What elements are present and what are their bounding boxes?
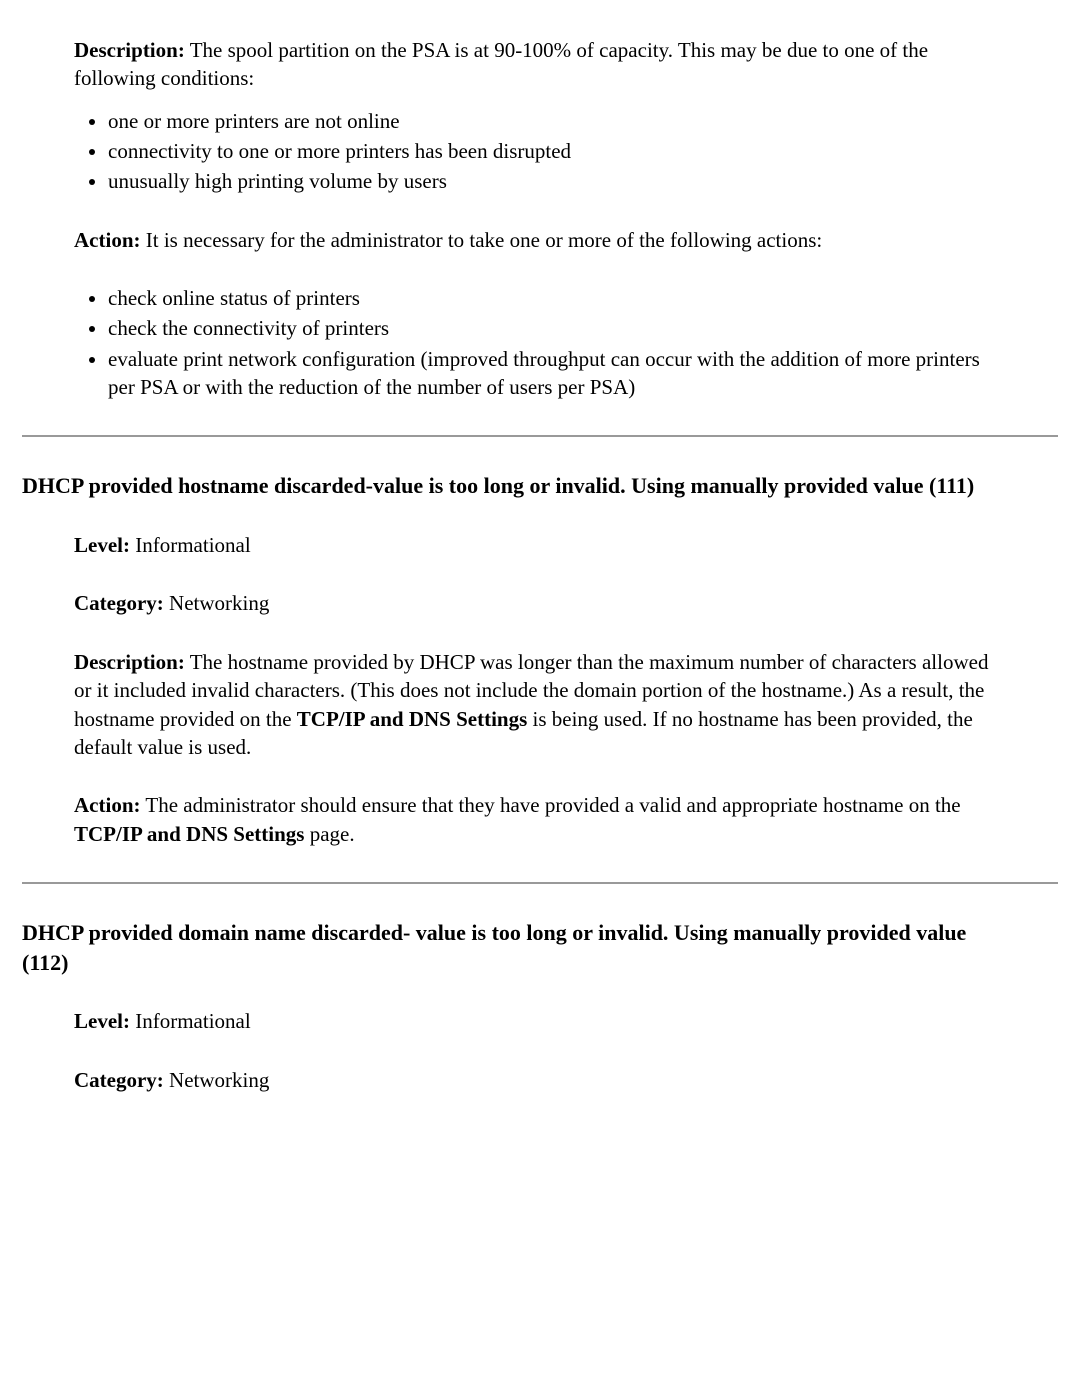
description-text: The spool partition on the PSA is at 90-… [74,38,928,90]
description-block: Description: The spool partition on the … [74,36,998,93]
list-item: unusually high printing volume by users [108,167,1058,195]
category-value: Networking [164,1068,270,1092]
description-label: Description: [74,650,185,674]
level-block: Level: Informational [74,531,998,559]
level-value: Informational [130,1009,251,1033]
level-block: Level: Informational [74,1007,998,1035]
action-label: Action: [74,228,141,252]
level-value: Informational [130,533,251,557]
action-block: Action: It is necessary for the administ… [74,226,998,254]
description-label: Description: [74,38,185,62]
level-label: Level: [74,533,130,557]
action-label: Action: [74,793,141,817]
divider [22,435,1058,437]
action-block: Action: The administrator should ensure … [74,791,998,848]
action-post: page. [304,822,354,846]
level-label: Level: [74,1009,130,1033]
list-item: connectivity to one or more printers has… [108,137,1058,165]
section-heading: DHCP provided hostname discarded-value i… [22,471,1018,501]
category-value: Networking [164,591,270,615]
category-label: Category: [74,1068,164,1092]
category-label: Category: [74,591,164,615]
list-item: check online status of printers [108,284,1058,312]
list-item: one or more printers are not online [108,107,1058,135]
description-block: Description: The hostname provided by DH… [74,648,998,761]
list-item: evaluate print network configuration (im… [108,345,1058,402]
description-bold: TCP/IP and DNS Settings [297,707,527,731]
section-heading: DHCP provided domain name discarded- val… [22,918,1018,977]
action-text: It is necessary for the administrator to… [141,228,823,252]
action-bold: TCP/IP and DNS Settings [74,822,304,846]
description-bullet-list: one or more printers are not online conn… [22,107,1058,196]
action-pre: The administrator should ensure that the… [141,793,961,817]
category-block: Category: Networking [74,1066,998,1094]
divider [22,882,1058,884]
category-block: Category: Networking [74,589,998,617]
list-item: check the connectivity of printers [108,314,1058,342]
action-bullet-list: check online status of printers check th… [22,284,1058,401]
